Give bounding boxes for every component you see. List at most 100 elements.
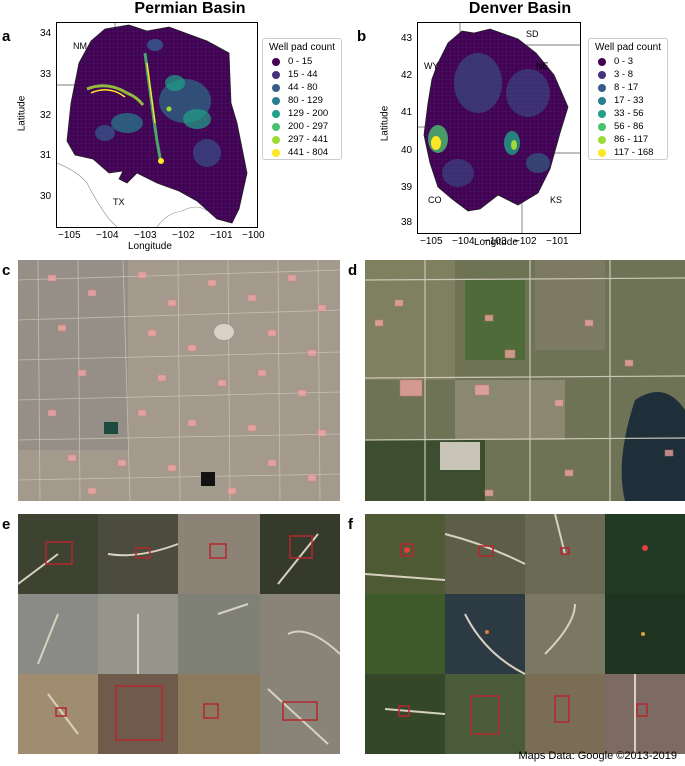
legend-label: 86 - 117 [614,134,649,145]
denver-ytick: 43 [401,33,413,44]
legend-swatch [598,109,606,118]
denver-xtick: −104 [452,236,475,247]
legend-entry: 33 - 56 [595,107,661,120]
permian-ytick: 34 [40,28,52,39]
legend-swatch [272,57,280,66]
permian-xtick: −105 [58,230,81,241]
legend-label: 44 - 80 [288,82,318,93]
legend-entry: 56 - 86 [595,120,661,133]
denver-legend: Well pad count 0 - 3 3 - 8 8 - 17 17 - 33 33… [588,38,668,160]
legend-swatch [272,70,280,79]
denver-ytick: 40 [401,145,413,156]
legend-swatch [598,135,606,144]
permian-xtick: −102 [172,230,195,241]
legend-entry: 8 - 17 [595,81,661,94]
legend-entry: 3 - 8 [595,68,661,81]
region-label-ne: NE [536,61,549,71]
legend-label: 8 - 17 [614,82,639,93]
legend-label: 0 - 15 [288,56,313,67]
legend-swatch [272,96,280,105]
permian-map[interactable]: NM TX [56,22,258,228]
legend-entry: 117 - 168 [595,146,661,159]
denver-ytick: 39 [401,182,413,193]
permian-xtick: −103 [134,230,157,241]
legend-swatch [598,83,606,92]
legend-entry: 44 - 80 [269,81,335,94]
panel-label-f: f [348,516,353,533]
denver-tiles-scene [365,514,685,754]
denver-xtick: −103 [484,236,507,247]
denver-xtick: −105 [420,236,443,247]
region-label-ks: KS [550,195,563,205]
legend-entry: 129 - 200 [269,107,335,120]
permian-ytick: 32 [40,110,52,121]
region-label-sd: SD [526,29,539,39]
permian-title: Permian Basin [134,0,246,17]
legend-entry: 15 - 44 [269,68,335,81]
permian-xtick: −104 [96,230,119,241]
region-label-tx: TX [113,197,125,207]
permian-ytick: 33 [40,69,52,80]
legend-entry: 0 - 15 [269,55,335,68]
legend-swatch [598,122,606,131]
legend-swatch [272,122,280,131]
region-label-wy: WY [424,61,439,71]
panel-label-d: d [348,262,358,279]
permian-xtick: −100 [242,230,265,241]
legend-label: 200 - 297 [288,121,329,132]
legend-label: 129 - 200 [288,108,329,119]
panel-label-a: a [2,28,11,45]
panel-label-c: c [2,262,11,279]
denver-satellite-scene [365,260,685,501]
denver-ytick: 42 [401,70,413,81]
legend-swatch [598,70,606,79]
legend-title: Well pad count [269,42,335,53]
legend-label: 441 - 804 [288,147,329,158]
legend-entry: 200 - 297 [269,120,335,133]
legend-swatch [598,57,606,66]
legend-swatch [272,83,280,92]
denver-xlabel: Longitude [474,237,518,248]
legend-entry: 0 - 3 [595,55,661,68]
denver-satellite-image[interactable] [365,260,685,501]
denver-ytick: 41 [401,107,413,118]
denver-xtick: −102 [514,236,537,247]
denver-basin-shape [423,28,569,212]
legend-entry: 86 - 117 [595,133,661,146]
maps-credit: Maps Data: Google ©2013-2019 [518,750,677,762]
permian-ytick: 31 [40,150,52,161]
permian-satellite-image[interactable] [18,260,340,501]
legend-label: 3 - 8 [614,69,634,80]
region-label-co: CO [428,195,442,205]
permian-ylabel: Latitude [16,95,28,132]
legend-label: 80 - 129 [288,95,323,106]
legend-label: 17 - 33 [614,95,644,106]
region-label-nm: NM [73,41,87,51]
denver-ylabel: Latitude [379,105,391,142]
denver-ytick: 38 [401,217,413,228]
permian-density-map [57,23,248,227]
permian-tiles-scene [18,514,340,754]
legend-entry: 297 - 441 [269,133,335,146]
legend-entry: 80 - 129 [269,94,335,107]
legend-label: 33 - 56 [614,108,644,119]
denver-density-map [418,23,580,233]
legend-label: 297 - 441 [288,134,329,145]
legend-swatch [598,148,606,157]
legend-label: 0 - 3 [614,56,634,67]
permian-basin-shape [66,24,248,224]
panel-label-e: e [2,516,11,533]
legend-swatch [272,109,280,118]
permian-legend: Well pad count 0 - 15 15 - 44 44 - 80 80 - … [262,38,342,160]
denver-map[interactable]: SD WY NE CO KS [417,22,581,234]
permian-ytick: 30 [40,191,52,202]
denver-tile-grid [365,514,685,754]
legend-title: Well pad count [595,42,661,53]
legend-label: 117 - 168 [614,147,654,158]
legend-swatch [272,148,280,157]
legend-entry: 441 - 804 [269,146,335,159]
legend-entry: 17 - 33 [595,94,661,107]
rio-grande-border [57,162,118,227]
legend-label: 56 - 86 [614,121,644,132]
permian-xlabel: Longitude [128,241,172,252]
